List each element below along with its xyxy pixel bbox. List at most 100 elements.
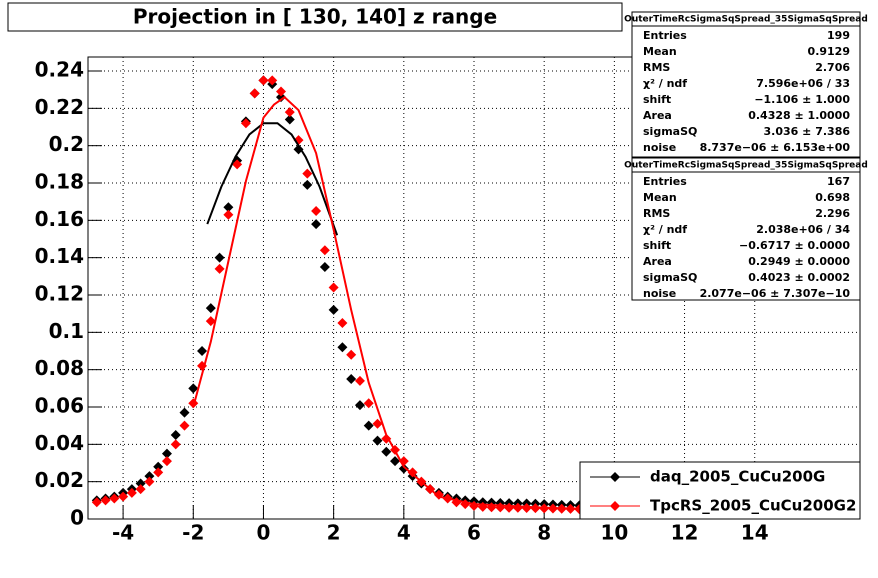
- data-point: [197, 346, 208, 356]
- y-tick-label: 0.14: [35, 244, 84, 268]
- stats-label: RMS: [643, 61, 670, 74]
- data-point: [302, 179, 313, 190]
- y-tick-label: 0.1: [49, 319, 84, 343]
- data-point: [153, 461, 164, 472]
- stats-title: OuterTimeRcSigmaSqSpread_35SigmaSqSpread: [624, 15, 868, 25]
- y-tick-label: 0.04: [35, 431, 84, 455]
- data-point: [188, 383, 199, 394]
- data-point: [319, 262, 330, 272]
- data-point: [153, 467, 164, 478]
- stats-label: RMS: [643, 207, 670, 220]
- data-point: [363, 420, 374, 431]
- stats-value: −0.6717 ± 0.0000: [739, 239, 850, 252]
- chart-title: Projection in [ 130, 140] z range: [133, 5, 497, 29]
- data-point: [205, 316, 216, 327]
- x-tick-label: 10: [600, 521, 628, 545]
- y-tick-label: 0: [70, 506, 84, 530]
- title-box: [7, 2, 623, 32]
- stats-value: 0.9129: [808, 45, 850, 58]
- data-point: [144, 476, 155, 487]
- data-point: [372, 435, 383, 446]
- data-point: [267, 75, 278, 86]
- data-point: [170, 430, 181, 440]
- data-point: [363, 398, 374, 409]
- stats-label: noise: [643, 287, 676, 300]
- data-point: [249, 88, 260, 99]
- stats-label: Mean: [643, 45, 677, 58]
- data-point: [205, 303, 216, 314]
- legend-marker: [610, 501, 620, 511]
- stats-label: noise: [643, 141, 676, 154]
- stats-label: Mean: [643, 191, 677, 204]
- data-point: [276, 92, 286, 103]
- y-tick-label: 0.16: [35, 207, 84, 231]
- data-point: [91, 497, 102, 508]
- legend-label: TpcRS_2005_CuCu200G2: [650, 497, 856, 515]
- stats-box: [631, 157, 861, 301]
- y-tick-label: 0.2: [49, 132, 84, 156]
- stats-label: χ² / ndf: [643, 223, 687, 236]
- data-point: [354, 400, 365, 411]
- stats-title: OuterTimeRcSigmaSqSpread_35SigmaSqSpread: [624, 161, 868, 171]
- legend-marker: [610, 472, 620, 482]
- data-point: [109, 493, 120, 504]
- stats-label: Area: [643, 109, 672, 122]
- data-point: [311, 219, 322, 230]
- fit-curve: [192, 95, 615, 511]
- x-tick-label: 8: [537, 521, 551, 545]
- data-point: [372, 418, 383, 429]
- data-point: [337, 342, 348, 353]
- stats-label: sigmaSQ: [643, 125, 697, 138]
- stats-value: 2.296: [815, 207, 850, 220]
- y-tick-label: 0.18: [35, 170, 84, 194]
- x-tick-label: 12: [671, 521, 699, 545]
- data-point: [328, 304, 339, 315]
- stats-label: sigmaSQ: [643, 271, 697, 284]
- data-point: [135, 484, 146, 495]
- data-point: [346, 374, 357, 384]
- stats-value: 2.077e−06 ± 7.307e−10: [700, 287, 851, 300]
- data-point: [214, 252, 225, 263]
- data-point: [337, 318, 348, 328]
- data-point: [240, 118, 251, 129]
- data-point: [179, 407, 190, 418]
- data-point: [521, 502, 532, 513]
- data-point: [302, 168, 313, 179]
- data-point: [118, 491, 129, 502]
- stats-value: 167: [827, 175, 850, 188]
- stats-value: 2.038e+06 / 34: [756, 223, 850, 236]
- data-point: [179, 420, 190, 431]
- data-point: [328, 282, 339, 293]
- data-point: [135, 478, 146, 489]
- stats-value: 0.2949 ± 0.0000: [748, 255, 850, 268]
- data-point: [161, 456, 172, 467]
- data-point: [311, 206, 322, 216]
- data-point: [354, 375, 365, 386]
- data-point: [284, 107, 295, 118]
- stats-value: 0.4328 ± 1.0000: [748, 109, 850, 122]
- data-point: [346, 349, 357, 360]
- data-point: [319, 245, 330, 256]
- stats-value: 199: [827, 29, 850, 42]
- stats-label: Entries: [643, 175, 687, 188]
- y-tick-label: 0.12: [35, 282, 84, 306]
- y-tick-label: 0.02: [35, 468, 84, 492]
- stats-label: Area: [643, 255, 672, 268]
- y-tick-label: 0.22: [35, 95, 84, 119]
- data-point: [381, 446, 392, 457]
- x-tick-label: -2: [182, 521, 204, 545]
- data-point: [161, 448, 172, 459]
- x-tick-label: 0: [256, 521, 270, 545]
- stats-value: 2.706: [815, 61, 850, 74]
- stats-value: 3.036 ± 7.386: [764, 125, 851, 138]
- stats-value: −1.106 ± 1.000: [754, 93, 850, 106]
- data-point: [223, 202, 234, 213]
- stats-value: 8.737e−06 ± 6.153e+00: [700, 141, 851, 154]
- x-tick-label: -4: [112, 521, 134, 545]
- data-point: [284, 114, 295, 125]
- y-tick-label: 0.24: [35, 58, 84, 82]
- stats-label: shift: [643, 239, 671, 252]
- data-point: [126, 487, 137, 498]
- legend-box: [579, 461, 861, 520]
- stats-label: shift: [643, 93, 671, 106]
